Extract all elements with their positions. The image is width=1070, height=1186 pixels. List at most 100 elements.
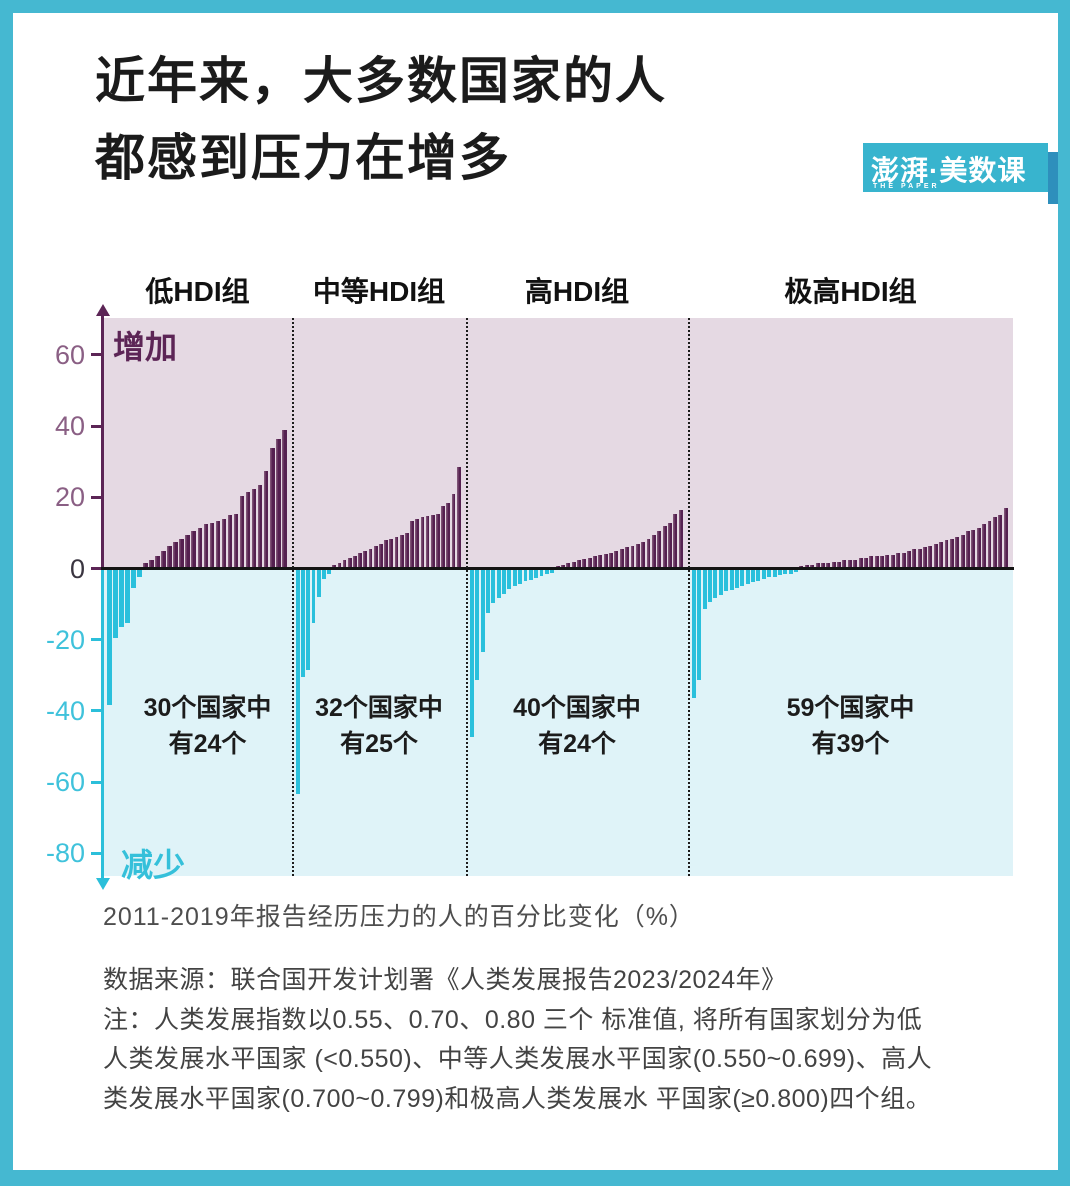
bar-increase [379, 543, 383, 567]
bar-increase [167, 545, 172, 567]
bar-increase [901, 552, 906, 567]
bar-increase [342, 559, 347, 567]
bar-increase [410, 520, 414, 567]
note-line-3: 类发展水平国家(0.700~0.799)和极高人类发展水 平国家(≥0.800)… [103, 1084, 932, 1113]
bar-decrease [491, 570, 496, 603]
bar-decrease [502, 570, 507, 595]
bar-decrease [708, 570, 713, 603]
bar-increase [446, 502, 451, 567]
bar-increase [933, 543, 938, 567]
bar-increase [149, 559, 154, 567]
bar-increase [373, 545, 378, 567]
bar-increase [625, 547, 630, 567]
bar-decrease [125, 570, 130, 624]
bar-increase [869, 556, 874, 567]
bar-increase [890, 554, 895, 567]
bar-increase [885, 554, 890, 567]
y-tick-mark [91, 709, 101, 713]
bar-increase [430, 515, 435, 567]
bar-decrease [734, 570, 739, 588]
bar-increase [332, 565, 337, 567]
bar-decrease [470, 570, 474, 738]
bar-decrease [692, 570, 696, 699]
bar-increase [337, 563, 342, 567]
y-tick-mark [91, 567, 101, 570]
bar-increase [598, 555, 603, 567]
bar-decrease [486, 570, 490, 613]
zero-baseline [101, 567, 1014, 570]
bar-increase [593, 556, 597, 567]
axis-arrow-up-icon [96, 304, 110, 316]
bar-increase [944, 540, 949, 567]
bar-increase [263, 470, 269, 567]
bar-increase [209, 522, 215, 567]
bar-increase [619, 549, 624, 567]
group-separator [688, 318, 690, 876]
bar-decrease [296, 570, 300, 795]
bar-increase [587, 557, 592, 567]
bar-decrease [316, 570, 321, 597]
bar-increase [415, 518, 420, 567]
bar-increase [347, 558, 352, 567]
bar-increase [960, 534, 965, 567]
bar-increase [614, 550, 619, 567]
bar-decrease [301, 570, 305, 677]
annotation-line1: 32个国家中 [315, 694, 443, 722]
annotation-line1: 59个国家中 [786, 694, 915, 722]
bar-increase [603, 554, 608, 567]
bar-increase [826, 563, 831, 567]
bar-increase [368, 549, 373, 567]
y-tick-label: -20 [45, 624, 85, 655]
page-title: 近年来，大多数国家的人 都感到压力在增多 [95, 43, 667, 197]
bar-increase [842, 559, 847, 567]
bar-increase [203, 524, 209, 567]
footnotes: 数据来源：联合国开发计划署《人类发展报告2023/2024年》 注：人类发展指数… [103, 961, 1003, 1119]
bar-decrease [507, 570, 512, 590]
bar-decrease [306, 570, 311, 670]
bar-increase [971, 529, 976, 567]
bar-increase [384, 540, 388, 567]
y-axis-negative-segment [101, 570, 104, 880]
bar-increase [394, 536, 399, 567]
bar-decrease [767, 570, 772, 578]
bar-decrease [534, 570, 539, 578]
bar-increase [363, 550, 368, 567]
annotation-line2: 有24个 [538, 730, 616, 758]
bar-increase [906, 550, 911, 567]
bar-increase [456, 467, 461, 567]
y-tick-label: 40 [54, 411, 85, 442]
bar-increase [635, 543, 640, 567]
bar-increase [874, 556, 879, 567]
bar-increase [239, 495, 245, 567]
note-line-1: 注：人类发展指数以0.55、0.70、0.80 三个 标准值, 将所有国家划分为… [103, 1005, 923, 1034]
bar-increase [185, 534, 191, 567]
bar-increase [976, 527, 981, 567]
y-tick-mark [91, 495, 101, 499]
bar-decrease [788, 570, 793, 574]
annotation-line2: 有25个 [340, 730, 418, 758]
bar-increase [173, 542, 178, 567]
bar-increase [155, 556, 160, 567]
bar-increase [630, 545, 635, 567]
bar-decrease [713, 570, 718, 599]
bar-increase [555, 565, 560, 567]
bar-increase [227, 515, 233, 567]
bar-increase [358, 552, 363, 567]
bar-increase [923, 547, 927, 567]
bar-increase [609, 552, 614, 567]
bar-decrease [496, 570, 501, 598]
axis-arrow-down-icon [96, 878, 110, 890]
bar-increase [657, 531, 662, 567]
bar-increase [275, 438, 281, 567]
bar-increase [646, 538, 651, 567]
decrease-label: 减少 [121, 847, 186, 883]
bar-decrease [702, 570, 707, 610]
bar-increase [939, 542, 944, 567]
bar-increase [560, 564, 565, 567]
bar-increase [404, 533, 409, 567]
bar-increase [566, 563, 571, 567]
bar-chart: 增加 减少 60 40 20 0 -20 -40 -60 -80 低HDI组 30个国家中 有24个… [46, 276, 1014, 890]
bar-decrease [539, 570, 544, 577]
bar-increase [673, 513, 678, 567]
bar-increase [245, 492, 251, 567]
